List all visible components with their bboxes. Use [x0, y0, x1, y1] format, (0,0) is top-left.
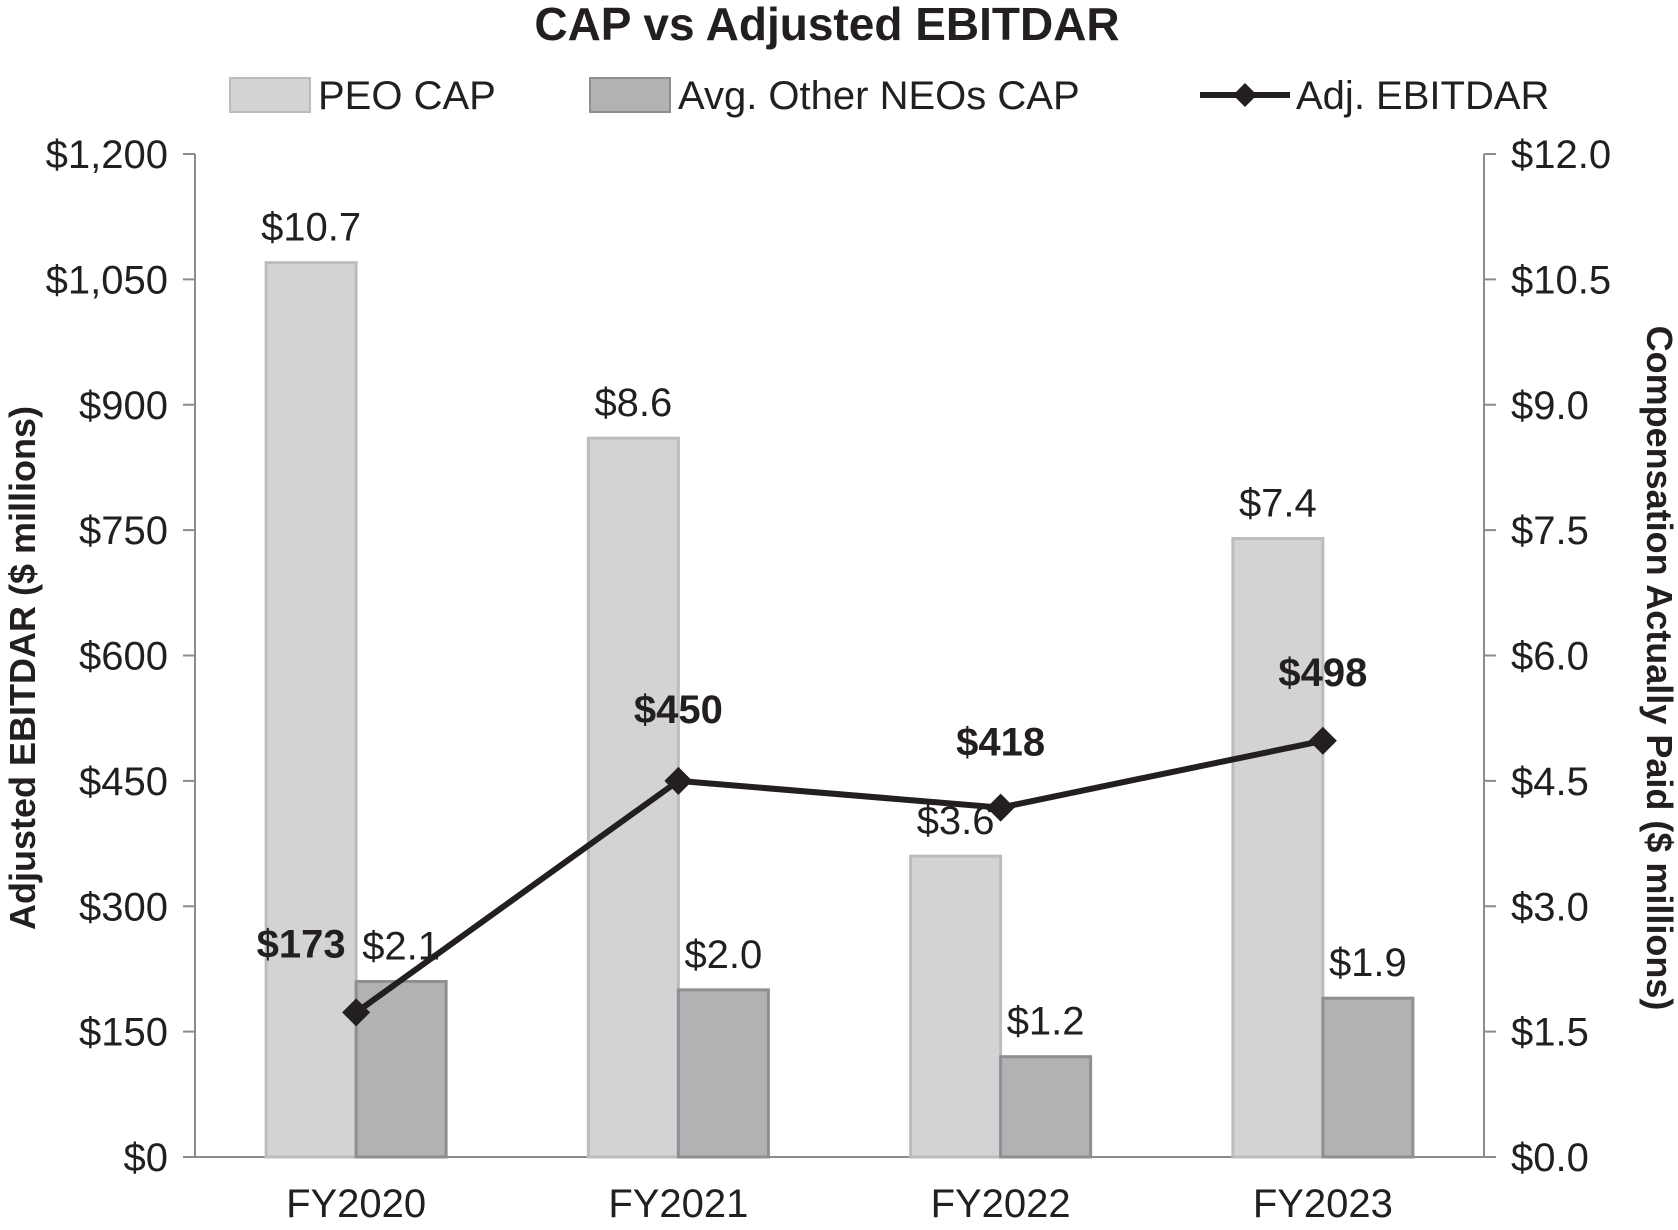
bar-peo-cap — [586, 436, 680, 1159]
left-tick-label: $300 — [79, 885, 168, 929]
legend-label: Adj. EBITDAR — [1296, 74, 1549, 118]
ebitdar-data-label: $173 — [257, 922, 346, 966]
ebitdar-data-label: $418 — [956, 721, 1045, 765]
legend: PEO CAP Avg. Other NEOs CAP Adj. EBITDAR — [229, 74, 1549, 118]
left-tick-label: $600 — [79, 635, 168, 679]
legend-label: Avg. Other NEOs CAP — [678, 74, 1080, 118]
ebitdar-line — [354, 737, 1324, 1015]
left-tick-label: $900 — [79, 384, 168, 428]
ebitdar-marker — [986, 793, 1015, 822]
left-tick-label: $750 — [79, 509, 168, 553]
bar-peo-cap — [909, 854, 1003, 1159]
right-tick-label: $1.5 — [1511, 1011, 1589, 1055]
legend-marker — [1233, 83, 1257, 107]
x-tick-label: FY2022 — [931, 1182, 1071, 1226]
bar-neo-cap — [354, 979, 448, 1159]
bar-peo-cap — [264, 261, 358, 1159]
bar-data-label: $1.2 — [1007, 1000, 1085, 1044]
left-tick-label: $0 — [124, 1136, 169, 1180]
bar-data-label: $8.6 — [594, 381, 672, 425]
right-tick-label: $6.0 — [1511, 635, 1589, 679]
x-tick-label: FY2020 — [286, 1182, 426, 1226]
bar-data-label: $1.9 — [1329, 941, 1407, 985]
right-tick-label: $12.0 — [1511, 133, 1611, 177]
bar-neo-cap — [999, 1055, 1093, 1159]
legend-label: PEO CAP — [318, 74, 496, 118]
right-tick-label: $9.0 — [1511, 384, 1589, 428]
left-tick-label: $1,050 — [46, 258, 168, 302]
right-tick-label: $7.5 — [1511, 509, 1589, 553]
ebitdar-marker — [1308, 726, 1337, 755]
bar-data-label: $7.4 — [1239, 481, 1317, 525]
right-tick-label: $3.0 — [1511, 885, 1589, 929]
left-tick-label: $1,200 — [46, 133, 168, 177]
left-tick-label: $150 — [79, 1011, 168, 1055]
legend-swatch — [229, 77, 311, 113]
ebitdar-marker — [342, 998, 371, 1027]
ebitdar-marker — [664, 766, 693, 795]
left-axis-title: Adjusted EBITDAR ($ millions) — [2, 406, 43, 930]
legend-swatch — [589, 77, 671, 113]
right-tick-label: $10.5 — [1511, 258, 1611, 302]
left-tick-label: $450 — [79, 760, 168, 804]
bar-neo-cap — [676, 988, 770, 1159]
bar-data-label: $2.0 — [684, 933, 762, 977]
bar-peo-cap — [1231, 536, 1325, 1159]
x-tick-label: FY2023 — [1253, 1182, 1393, 1226]
chart-title: CAP vs Adjusted EBITDAR — [534, 0, 1119, 50]
ebitdar-data-label: $498 — [1278, 651, 1367, 695]
bar-data-label: $10.7 — [261, 206, 361, 250]
x-tick-label: FY2021 — [608, 1182, 748, 1226]
plot-area: $0 $150 $300 $450 $600 $750 $900 $1,050 $1,200 $0… — [46, 133, 1611, 1226]
right-tick-label: $0.0 — [1511, 1136, 1589, 1180]
bar-neo-cap — [1321, 996, 1415, 1159]
ebitdar-data-label: $450 — [634, 688, 723, 732]
right-axis-title: Compensation Actually Paid ($ millions) — [1639, 326, 1678, 1011]
right-tick-label: $4.5 — [1511, 760, 1589, 804]
